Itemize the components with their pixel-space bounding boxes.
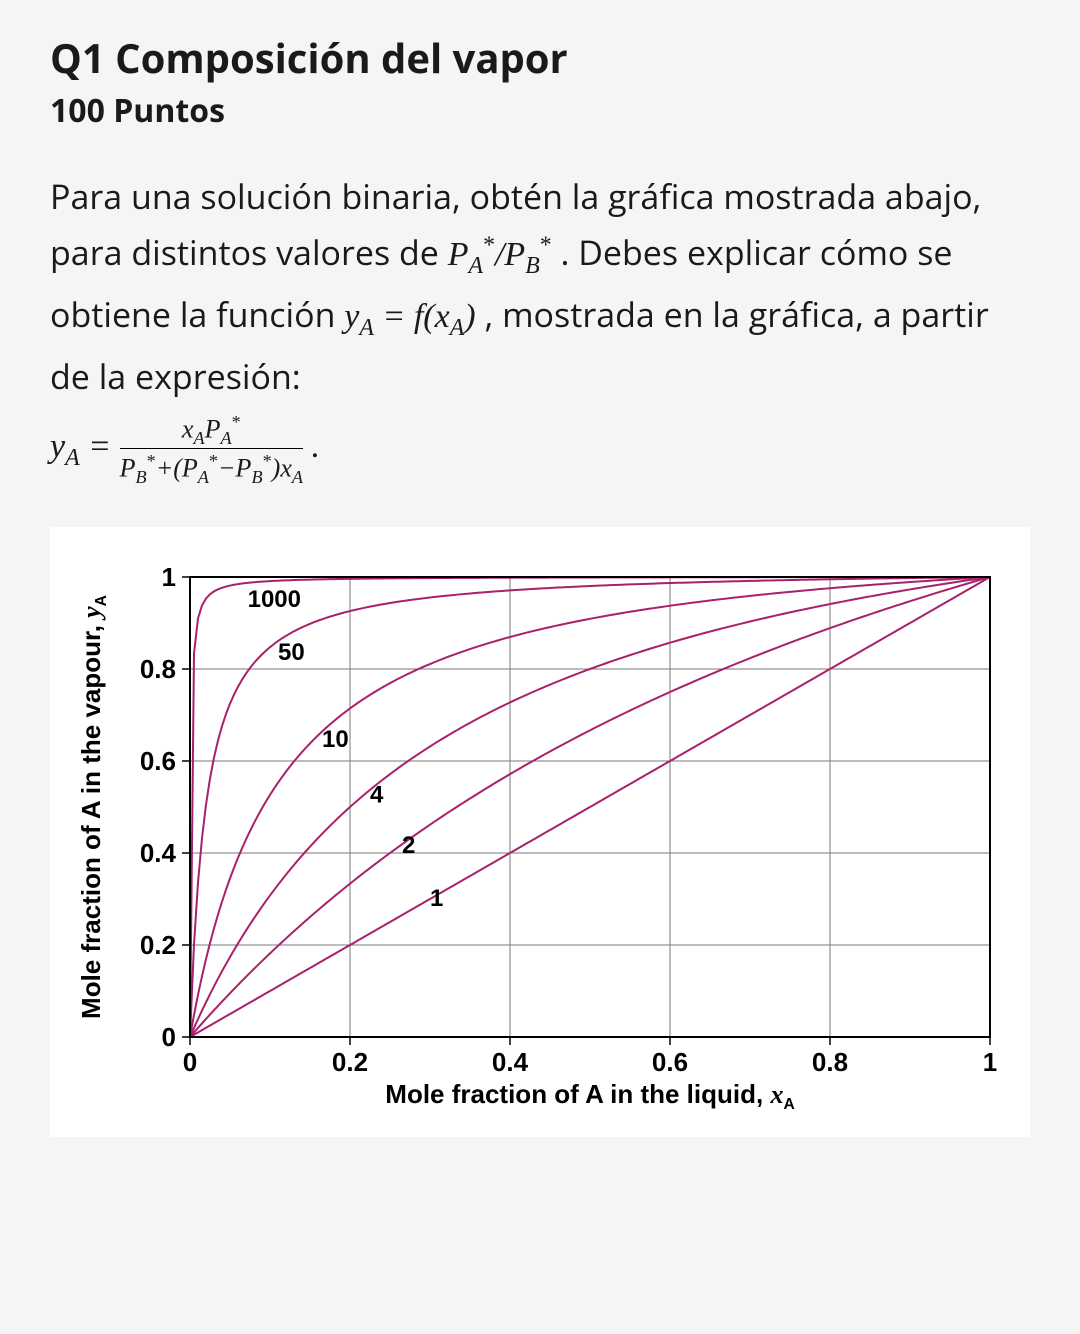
curve-label: 4 — [370, 781, 384, 808]
chart-container: 00.20.40.60.8100.20.40.60.8110005010421M… — [50, 527, 1030, 1137]
y-tick-label: 0 — [162, 1022, 176, 1052]
question-title: Q1 Composición del vapor — [50, 30, 1030, 85]
curve-label: 2 — [402, 832, 415, 859]
x-tick-label: 0 — [183, 1047, 197, 1077]
formula-numerator: xAPA* — [120, 412, 303, 448]
y-tick-label: 0.2 — [140, 930, 176, 960]
points-label: 100 Puntos — [50, 89, 1030, 132]
function-expression: yA = f(xA) — [344, 298, 475, 335]
vapor-composition-chart: 00.20.40.60.8100.20.40.60.8110005010421M… — [60, 547, 1030, 1127]
curve-label: 1 — [430, 885, 443, 912]
x-tick-label: 1 — [983, 1047, 997, 1077]
y-tick-label: 0.4 — [140, 838, 177, 868]
y-axis-title: Mole fraction of A in the vapour, yA — [76, 595, 110, 1019]
curve-label: 10 — [322, 726, 349, 753]
formula-denominator: PB*+(PA*−PB*)xA — [120, 448, 303, 487]
formula: yA = xAPA* PB*+(PA*−PB*)xA . — [50, 412, 1030, 487]
curve-label: 50 — [278, 639, 305, 666]
ratio-expression: PA*/PB* — [448, 236, 552, 273]
x-tick-label: 0.6 — [652, 1047, 688, 1077]
question-body: Para una solución binaria, obtén la gráf… — [50, 168, 1030, 487]
y-tick-label: 0.8 — [140, 654, 176, 684]
formula-trailing: . — [312, 428, 321, 465]
formula-lhs: yA = — [50, 428, 111, 465]
y-tick-label: 0.6 — [140, 746, 176, 776]
x-tick-label: 0.2 — [332, 1047, 368, 1077]
curve-ratio-1 — [190, 577, 990, 1037]
x-tick-label: 0.4 — [492, 1047, 529, 1077]
formula-fraction: xAPA* PB*+(PA*−PB*)xA — [120, 412, 303, 487]
x-tick-label: 0.8 — [812, 1047, 848, 1077]
y-tick-label: 1 — [162, 562, 176, 592]
x-axis-title: Mole fraction of A in the liquid, xA — [385, 1079, 794, 1113]
curve-label: 1000 — [248, 586, 301, 613]
